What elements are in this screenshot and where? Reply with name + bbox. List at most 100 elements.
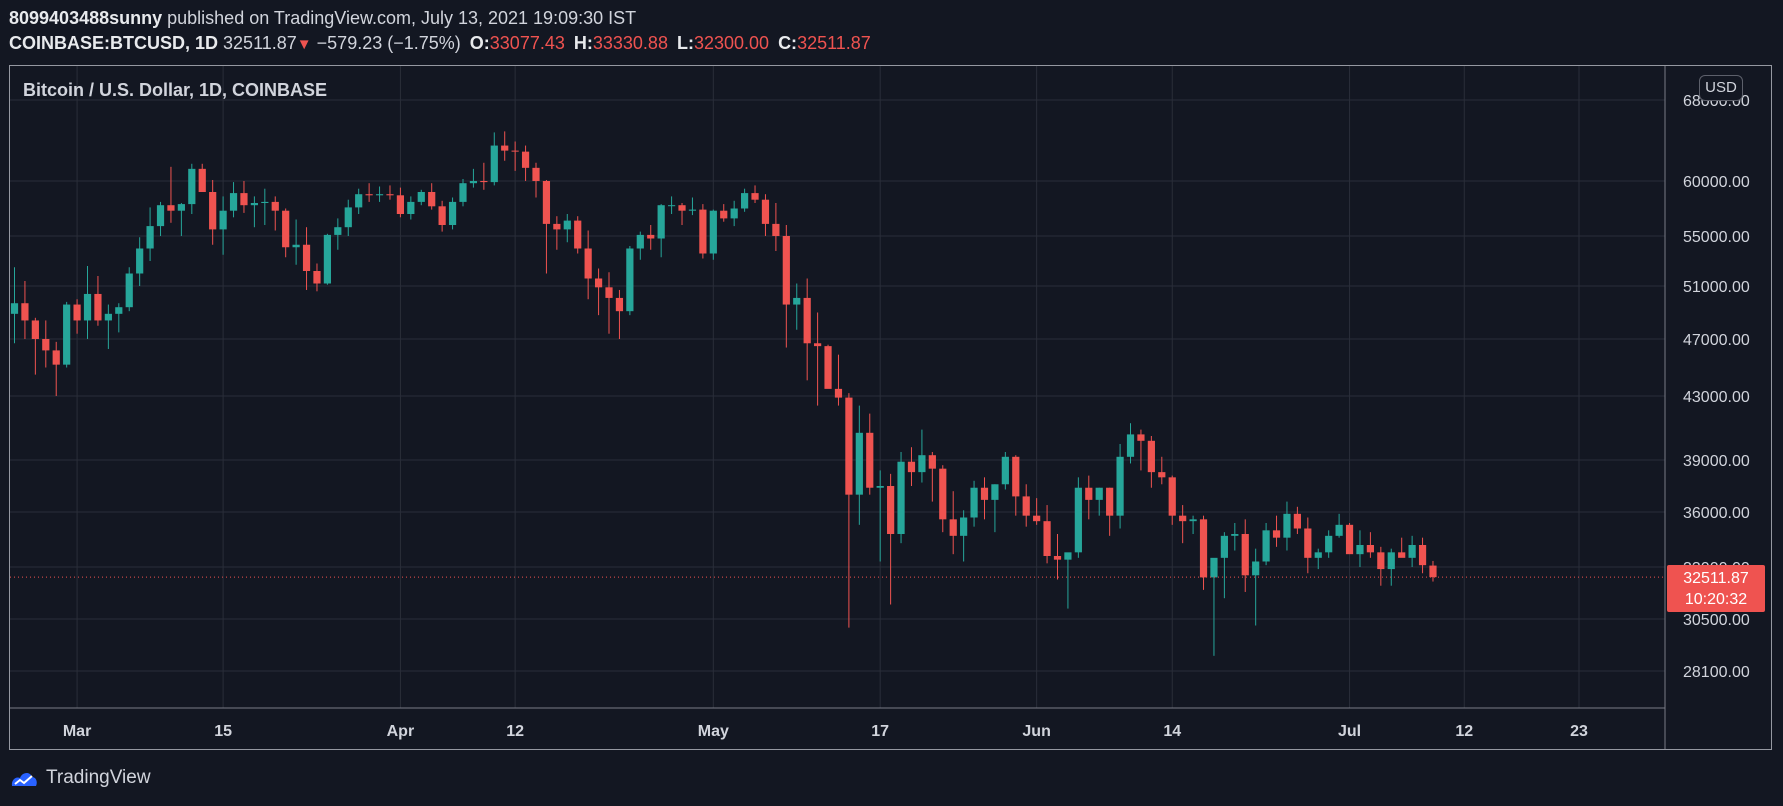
candle-up: [219, 210, 227, 230]
candle-up: [469, 181, 478, 184]
candle-up: [1335, 524, 1343, 536]
candle-down: [94, 293, 102, 321]
candle-down: [1179, 515, 1187, 522]
candle-down: [1241, 534, 1249, 576]
candle-down: [532, 167, 540, 181]
x-tick-label: Apr: [387, 723, 415, 740]
candle-down: [824, 346, 832, 389]
candle-down: [209, 192, 217, 230]
candle-down: [1398, 552, 1406, 558]
candle-up: [177, 204, 185, 211]
candle-down: [21, 303, 29, 321]
x-tick-label: 23: [1570, 723, 1588, 740]
candle-up: [10, 303, 19, 314]
candle-up: [146, 226, 154, 249]
candle-up: [1001, 456, 1009, 485]
candle-down: [1085, 487, 1093, 500]
candle-down: [521, 151, 530, 168]
price-tag-value: 32511.87: [1683, 570, 1749, 587]
down-arrow-icon: ▼: [296, 36, 312, 53]
candle-down: [678, 205, 686, 211]
candle-down: [31, 320, 39, 339]
close-label: C:: [778, 33, 798, 53]
x-tick-label: 15: [214, 723, 232, 740]
candle-up: [688, 209, 697, 211]
y-tick-label: 43000.00: [1683, 389, 1750, 406]
candle-up: [563, 220, 571, 230]
candle-down: [1106, 487, 1114, 516]
x-tick-label: May: [698, 723, 729, 740]
candle-down: [396, 195, 405, 214]
candle-down: [1147, 440, 1155, 473]
close-value: 32511.87: [797, 33, 871, 53]
publish-info: 8099403488sunny published on TradingView…: [9, 8, 636, 29]
candle-up: [876, 486, 884, 488]
candle-down: [699, 209, 707, 254]
candle-down: [574, 220, 582, 249]
candle-up: [1210, 557, 1218, 578]
candle-up: [1231, 534, 1239, 536]
candle-up: [1220, 535, 1228, 558]
candle-up: [897, 461, 905, 534]
author-name[interactable]: 8099403488sunny: [9, 8, 163, 28]
ohlc-header: COINBASE:BTCUSD, 1D 32511.87▼ −579.23 (−…: [9, 33, 871, 54]
candle-down: [438, 206, 446, 225]
candle-down: [1168, 477, 1176, 516]
candle-down: [240, 193, 248, 206]
candle-up: [657, 205, 665, 239]
low-value: 32300.00: [693, 33, 770, 53]
x-tick-label: 14: [1163, 723, 1181, 740]
candle-up: [407, 201, 415, 214]
candle-up: [730, 208, 738, 219]
candle-down: [615, 297, 624, 312]
y-tick-label: 47000.00: [1683, 332, 1750, 349]
candle-down: [511, 150, 519, 152]
candle-up: [970, 487, 978, 518]
candle-up: [156, 205, 165, 227]
candle-down: [386, 194, 394, 196]
candle-down: [834, 388, 843, 398]
candle-down: [480, 181, 488, 183]
candle-down: [605, 287, 613, 298]
candle-down: [313, 271, 321, 284]
candle-down: [907, 461, 916, 473]
candle-up: [1314, 552, 1322, 558]
candle-down: [772, 223, 780, 236]
open-value: 33077.43: [489, 33, 565, 53]
published-text: published on TradingView.com, July 13, 2…: [167, 8, 637, 28]
candle-up: [104, 313, 112, 321]
candle-down: [542, 181, 551, 224]
high-value: 33330.88: [592, 33, 668, 53]
candle-down: [1429, 565, 1437, 578]
candle-up: [855, 432, 863, 495]
candle-up: [1262, 530, 1270, 562]
candle-up: [1189, 519, 1197, 522]
currency-button[interactable]: USD: [1699, 75, 1743, 101]
candle-up: [960, 517, 968, 536]
candle-down: [428, 192, 436, 207]
candle-up: [1325, 535, 1333, 553]
symbol-label[interactable]: COINBASE:BTCUSD, 1D: [9, 33, 219, 53]
candle-up: [1252, 561, 1260, 576]
candle-down: [949, 519, 957, 536]
candle-down: [803, 297, 811, 344]
candle-down: [584, 248, 592, 279]
open-label: O:: [469, 33, 490, 53]
candle-up: [709, 210, 717, 254]
tradingview-logo-icon: [11, 772, 37, 786]
candle-up: [63, 304, 71, 365]
candle-up: [1356, 545, 1364, 555]
y-tick-label: 51000.00: [1683, 279, 1750, 296]
candle-down: [751, 193, 759, 200]
candle-up: [136, 248, 144, 274]
candle-down: [1012, 456, 1020, 497]
last-price: 32511.87: [223, 33, 297, 53]
x-tick-label: Jul: [1338, 723, 1361, 740]
candle-up: [991, 484, 999, 500]
candle-up: [448, 201, 457, 225]
candle-up: [1116, 456, 1124, 516]
candle-up: [261, 201, 269, 203]
tradingview-brand[interactable]: TradingView: [10, 767, 151, 789]
candle-down: [1418, 545, 1427, 566]
